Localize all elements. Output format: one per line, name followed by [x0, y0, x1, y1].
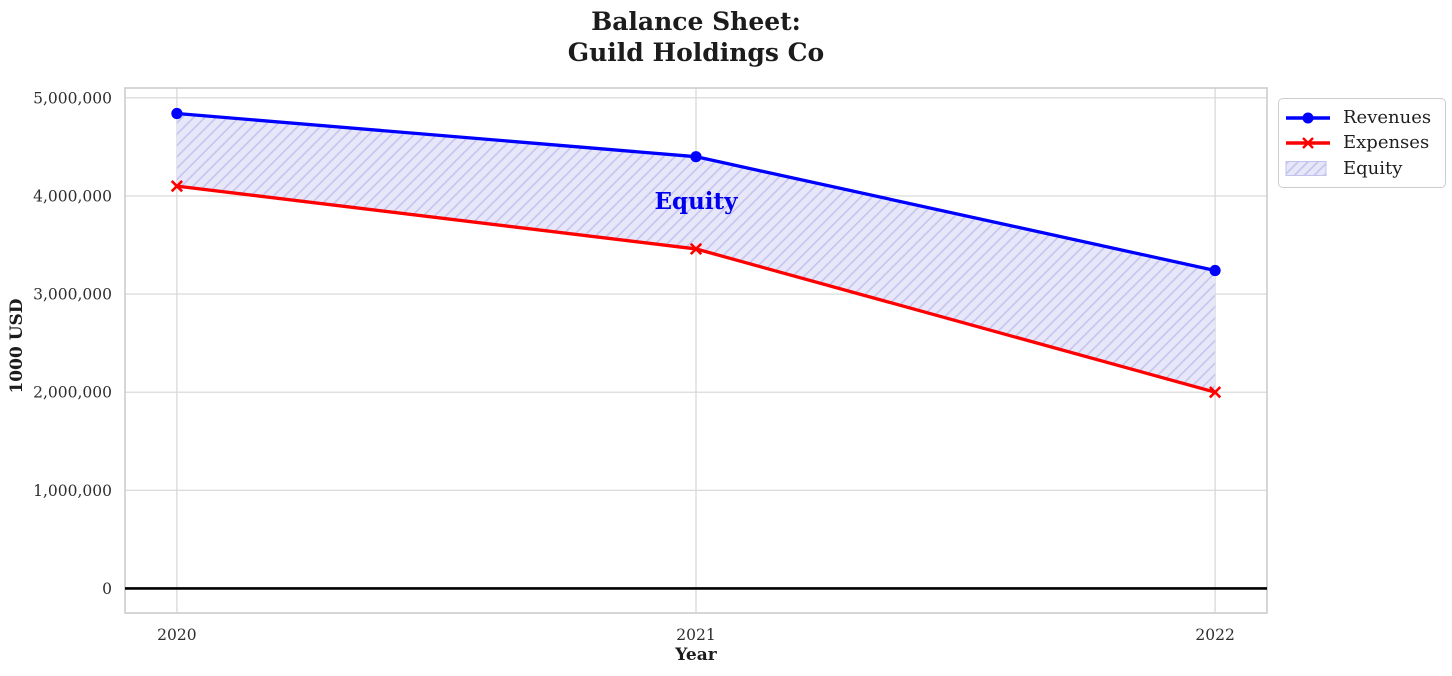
legend: Revenues Expenses Equity	[1278, 98, 1446, 188]
legend-label-revenues: Revenues	[1343, 106, 1432, 128]
x-tick-label: 2022	[1195, 626, 1234, 644]
revenues-marker	[690, 151, 702, 163]
y-tick-label: 1,000,000	[33, 482, 112, 500]
legend-label-equity: Equity	[1343, 157, 1403, 179]
x-axis-label: Year	[675, 645, 717, 665]
legend-item-revenues: Revenues	[1285, 106, 1437, 128]
expenses-line-marker-icon	[1286, 137, 1330, 149]
revenues-marker	[1209, 264, 1221, 277]
equity-annotation: Equity	[654, 188, 738, 215]
equity-fill-region	[176, 113, 1216, 393]
y-tick-label: 5,000,000	[33, 89, 112, 107]
expenses-marker	[689, 242, 703, 256]
y-tick-label: 4,000,000	[33, 187, 112, 205]
expenses-marker	[170, 180, 184, 193]
y-tick-label: 0	[102, 580, 112, 598]
revenues-marker	[171, 107, 183, 120]
y-tick-label: 2,000,000	[33, 384, 112, 402]
plot-border	[124, 87, 1268, 614]
revenues-line-marker-icon	[1286, 112, 1330, 123]
legend-item-expenses: Expenses	[1285, 134, 1437, 152]
x-tick-label: 2021	[676, 626, 715, 644]
equity-hatch-swatch-icon	[1285, 161, 1327, 176]
legend-label-expenses: Expenses	[1343, 132, 1430, 153]
expenses-marker	[1208, 386, 1222, 399]
y-tick-label: 3,000,000	[33, 286, 112, 304]
legend-item-equity: Equity	[1285, 157, 1437, 179]
x-tick-label: 2020	[157, 626, 196, 644]
chart-title: Balance Sheet: Guild Holdings Co	[567, 7, 825, 67]
